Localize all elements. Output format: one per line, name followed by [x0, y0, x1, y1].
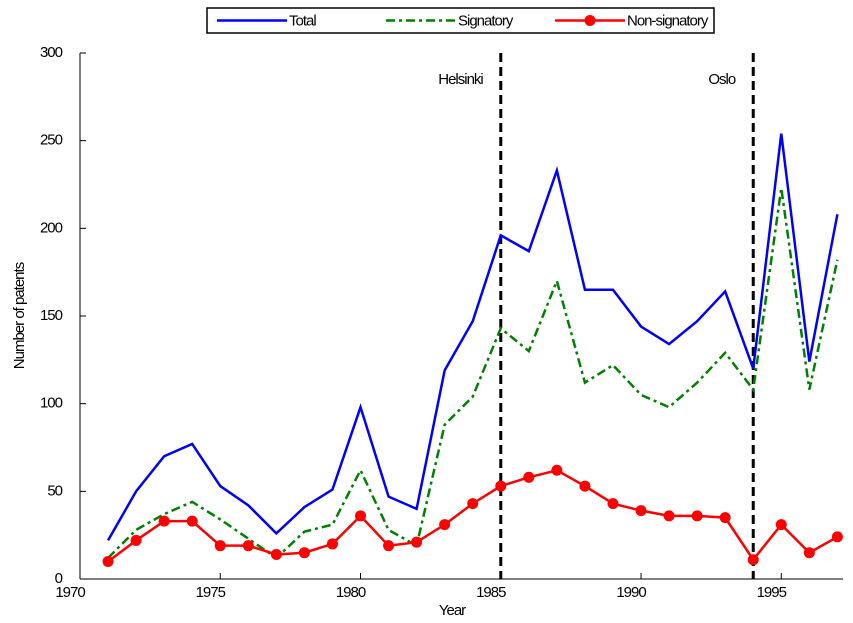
y-tick-label: 200 — [40, 219, 63, 236]
series-marker — [186, 515, 198, 527]
series-marker — [691, 510, 703, 522]
series-marker — [214, 540, 226, 552]
y-tick-label: 0 — [55, 570, 63, 587]
series-marker — [495, 480, 507, 492]
legend-marker — [584, 15, 596, 26]
series-marker — [607, 498, 619, 510]
x-tick-label: 1990 — [616, 584, 646, 601]
series-marker — [270, 548, 282, 560]
series-marker — [803, 547, 815, 559]
series-line — [107, 187, 839, 560]
series-marker — [719, 512, 731, 524]
x-tick-label: 1970 — [55, 584, 85, 601]
series-marker — [439, 519, 451, 531]
series-marker — [831, 531, 843, 543]
x-axis-label: Year — [439, 602, 466, 619]
legend-box — [206, 7, 715, 34]
series-marker — [383, 540, 395, 552]
series-marker — [467, 498, 479, 510]
series-marker — [130, 534, 142, 546]
x-tick-label: 1980 — [336, 584, 366, 601]
event-label: Oslo — [708, 71, 736, 88]
series-marker — [663, 510, 675, 522]
y-tick-label: 50 — [47, 482, 62, 499]
y-tick-label: 100 — [40, 395, 63, 412]
event-label: Helsinki — [438, 71, 483, 88]
series-marker — [635, 505, 647, 517]
y-axis-label: Number of patents — [11, 262, 28, 369]
y-tick-label: 250 — [40, 132, 63, 149]
series-marker — [326, 538, 338, 550]
series-marker — [242, 540, 254, 552]
x-tick-label: 1995 — [757, 584, 787, 601]
series-marker — [551, 464, 563, 476]
series-marker — [355, 510, 367, 522]
legend-label: Signatory — [458, 12, 514, 29]
y-tick-label: 300 — [40, 44, 63, 61]
series-marker — [775, 519, 787, 531]
series-marker — [747, 554, 759, 566]
series-marker — [102, 555, 114, 567]
series-marker — [411, 536, 423, 548]
series-marker — [298, 547, 310, 559]
y-tick-label: 150 — [40, 307, 63, 324]
legend-label: Non-signatory — [627, 12, 709, 29]
legend-label: Total — [289, 12, 316, 29]
x-tick-label: 1975 — [196, 584, 226, 601]
series-marker — [158, 515, 170, 527]
x-tick-label: 1985 — [476, 584, 506, 601]
series-line — [106, 133, 839, 542]
series-marker — [579, 480, 591, 492]
series-marker — [523, 471, 535, 483]
